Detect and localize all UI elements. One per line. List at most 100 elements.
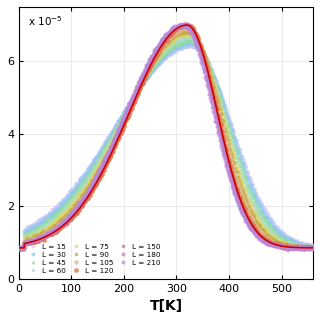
L = 30 (233, 137, 236, 140)
Line: L = 45: L = 45 (19, 38, 315, 250)
L = 45 (204, 56, 208, 60)
L = 75 (204, 57, 208, 60)
L = 210 (53, 227, 57, 231)
L = 30 (54, 208, 58, 212)
L = 30 (135, 90, 139, 93)
L = 105 (311, 246, 315, 250)
L = 150 (311, 247, 315, 251)
L = 210 (311, 246, 315, 250)
L = 90 (233, 162, 236, 166)
Line: L = 105: L = 105 (19, 26, 315, 250)
L = 180 (183, 22, 187, 26)
L = 105 (114, 138, 117, 142)
L = 90 (186, 28, 189, 32)
Line: L = 75: L = 75 (19, 32, 315, 250)
L = 90 (204, 57, 208, 60)
L = 180 (311, 246, 315, 250)
L = 150 (114, 140, 117, 143)
L = 15 (114, 122, 118, 126)
Line: L = 30: L = 30 (19, 41, 315, 250)
Legend: L = 15, L = 30, L = 45, L = 60, L = 75, L = 90, L = 105, L = 120, L = 150, L = 1: L = 15, L = 30, L = 45, L = 60, L = 75, … (26, 243, 162, 275)
L = 75 (311, 245, 315, 249)
L = 15 (233, 134, 236, 138)
L = 150 (308, 247, 312, 251)
L = 45 (54, 211, 58, 215)
X-axis label: T[K]: T[K] (149, 299, 182, 313)
L = 105 (230, 164, 234, 168)
L = 30 (19, 246, 23, 250)
L = 210 (114, 134, 117, 138)
L = 90 (54, 223, 58, 227)
L = 90 (18, 246, 22, 250)
L = 120 (232, 178, 236, 181)
L = 105 (232, 169, 236, 172)
L = 45 (135, 90, 139, 93)
L = 210 (232, 190, 236, 194)
L = 120 (53, 230, 57, 234)
L = 120 (184, 22, 188, 26)
L = 120 (311, 246, 315, 250)
L = 60 (135, 90, 139, 94)
L = 105 (134, 92, 138, 96)
L = 90 (135, 91, 139, 94)
L = 180 (230, 180, 234, 184)
L = 60 (231, 144, 235, 148)
L = 30 (114, 124, 118, 128)
L = 15 (191, 44, 195, 47)
L = 75 (231, 151, 235, 155)
L = 15 (135, 91, 139, 94)
L = 210 (134, 85, 138, 89)
L = 120 (230, 172, 234, 176)
Line: L = 15: L = 15 (19, 44, 315, 250)
L = 30 (18, 246, 22, 250)
L = 75 (18, 246, 22, 250)
L = 120 (134, 95, 138, 99)
L = 210 (203, 75, 207, 79)
L = 75 (135, 90, 139, 94)
L = 75 (20, 246, 23, 250)
L = 120 (18, 247, 22, 251)
L = 210 (310, 247, 314, 251)
L = 180 (203, 69, 207, 73)
L = 60 (19, 247, 23, 251)
Line: L = 120: L = 120 (18, 22, 315, 251)
L = 90 (20, 247, 23, 251)
L = 75 (54, 217, 58, 221)
L = 105 (18, 246, 22, 250)
L = 150 (53, 229, 57, 233)
L = 180 (306, 247, 310, 251)
L = 45 (233, 142, 236, 146)
L = 30 (231, 133, 235, 137)
L = 105 (203, 57, 207, 60)
L = 30 (185, 40, 188, 44)
L = 30 (311, 244, 315, 248)
L = 15 (20, 246, 23, 250)
L = 180 (114, 136, 117, 140)
L = 60 (184, 35, 188, 39)
Line: L = 210: L = 210 (19, 23, 315, 250)
L = 60 (233, 148, 236, 152)
L = 75 (185, 31, 188, 35)
L = 150 (134, 93, 138, 97)
L = 75 (114, 130, 118, 134)
Line: L = 60: L = 60 (19, 35, 315, 251)
L = 105 (301, 247, 305, 251)
L = 15 (18, 246, 22, 250)
L = 105 (53, 227, 57, 231)
L = 180 (18, 247, 22, 251)
Text: x 10$^{-5}$: x 10$^{-5}$ (28, 14, 62, 28)
L = 15 (204, 57, 208, 60)
Line: L = 180: L = 180 (19, 23, 315, 251)
L = 60 (18, 246, 22, 250)
L = 180 (53, 227, 57, 231)
L = 180 (232, 185, 236, 189)
L = 60 (311, 245, 315, 249)
L = 210 (183, 22, 187, 26)
L = 45 (114, 125, 118, 129)
L = 90 (114, 132, 118, 136)
L = 105 (182, 25, 186, 29)
L = 150 (18, 246, 22, 250)
L = 45 (18, 247, 22, 251)
L = 15 (231, 128, 235, 132)
L = 150 (230, 176, 234, 180)
